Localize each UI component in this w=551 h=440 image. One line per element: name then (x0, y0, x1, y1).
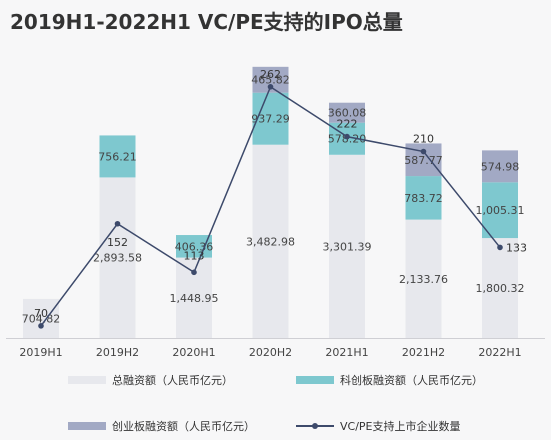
bar-label-0-2022H1: 1,800.32 (476, 282, 525, 295)
ipo-count-label-2022H1: 133 (506, 241, 527, 254)
legend-label-chinext: 创业板融资额（人民币亿元） (112, 420, 255, 433)
bar-label-2-2020H2: 465.82 (251, 74, 290, 87)
bar-label-0-2019H2: 2,893.58 (93, 252, 142, 265)
ipo-count-label-2020H2: 262 (260, 68, 281, 81)
bar-0-2019H2 (99, 177, 136, 338)
bar-label-0-2021H1: 3,301.39 (323, 240, 372, 253)
ipo-count-label-2021H2: 210 (413, 133, 434, 146)
bar-0-2019H1 (23, 298, 59, 338)
ipo-count-label-2021H1: 222 (337, 118, 358, 131)
x-tick-label-2019H1: 2019H1 (19, 346, 62, 359)
x-tick-label-2021H2: 2021H2 (402, 346, 445, 359)
bar-label-1-2019H2: 756.21 (98, 150, 137, 163)
bar-label-0-2021H2: 2,133.76 (399, 273, 448, 286)
bar-label-0-2019H1: 704.82 (22, 312, 61, 325)
ipo-count-point-2020H1 (191, 269, 197, 276)
bar-label-2-2021H1: 360.08 (328, 107, 367, 120)
x-tick-label-2019H2: 2019H2 (96, 346, 139, 359)
legend-label-ipo-count: VC/PE支持上市企业数量 (340, 420, 461, 433)
bar-label-2-2021H2: 587.77 (404, 154, 443, 167)
legend-swatch-star-market (296, 376, 334, 384)
legend-item-chinext: 创业板融资额（人民币亿元） (68, 418, 255, 434)
chart-title: 2019H1-2022H1 VC/PE支持的IPO总量 (10, 10, 403, 34)
legend-label-total: 总融资额（人民币亿元） (112, 374, 233, 387)
ipo-count-point-2022H1 (497, 244, 503, 251)
x-tick-label-2020H1: 2020H1 (172, 346, 215, 359)
bar-0-2020H2 (252, 144, 289, 338)
bar-label-2-2022H1: 574.98 (481, 160, 520, 173)
bar-0-2021H1 (329, 154, 365, 338)
bar-1-2022H1 (482, 182, 518, 239)
x-tick-label-2020H2: 2020H2 (249, 346, 292, 359)
bar-label-0-2020H2: 3,482.98 (246, 235, 295, 248)
ipo-count-label-2020H1: 113 (184, 249, 205, 262)
legend-label-star-market: 科创板融资额（人民币亿元） (340, 374, 483, 387)
bar-2-2021H1 (329, 102, 365, 123)
bar-label-1-2020H2: 937.29 (251, 113, 290, 126)
legend-swatch-chinext (68, 422, 106, 430)
legend-swatch-ipo-count (296, 421, 334, 431)
bar-1-2020H2 (252, 92, 289, 145)
ipo-count-point-2021H1 (344, 133, 350, 140)
ipo-count-point-2021H2 (420, 148, 427, 155)
ipo-count-point-2019H1 (38, 323, 44, 329)
x-tick-label-2022H1: 2022H1 (478, 346, 521, 359)
bar-label-1-2021H2: 783.72 (404, 192, 443, 205)
ipo-count-point-2020H2 (267, 84, 274, 90)
bar-0-2021H2 (405, 219, 442, 338)
bar-1-2019H2 (99, 135, 136, 178)
legend-swatch-total (68, 376, 106, 384)
ipo-count-label-2019H2: 152 (107, 236, 128, 249)
ipo-count-point-2019H2 (114, 220, 121, 227)
bar-1-2021H2 (405, 176, 442, 220)
ipo-count-label-2019H1: 70 (34, 307, 48, 320)
legend-item-ipo-count: VC/PE支持上市企业数量 (296, 418, 461, 434)
bar-2-2022H1 (482, 150, 518, 183)
legend-item-star-market: 科创板融资额（人民币亿元） (296, 372, 483, 388)
bar-0-2022H1 (482, 238, 518, 338)
x-tick-label-2021H1: 2021H1 (325, 346, 368, 359)
bar-label-1-2022H1: 1,005.31 (476, 204, 525, 217)
bar-label-0-2020H1: 1,448.95 (170, 292, 219, 305)
legend-item-total: 总融资额（人民币亿元） (68, 372, 233, 388)
chart-plot: 704.82 2019H1 2,893.58 756.21 2019H2 1,448.95… (6, 66, 545, 359)
